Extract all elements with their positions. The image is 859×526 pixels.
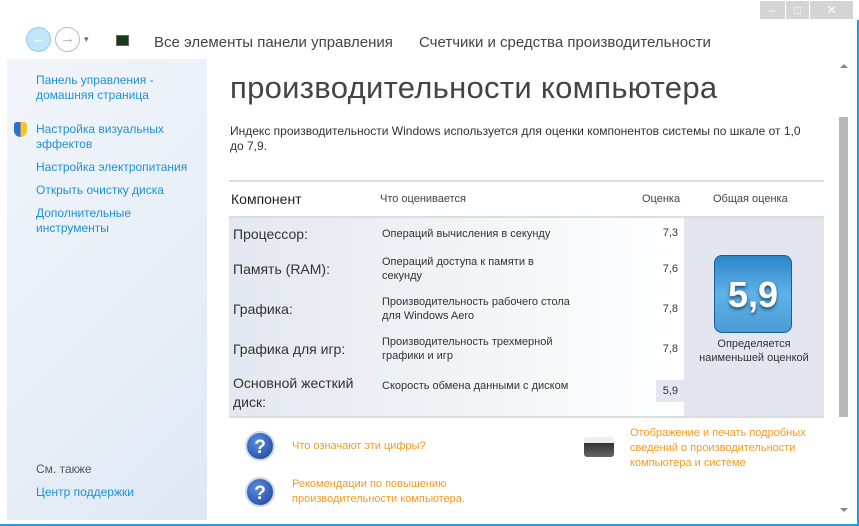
- overall-caption: Определяется наименьшей оценкой: [699, 338, 809, 364]
- sidebar-item-visual-effects[interactable]: Настройка визуальных эффектов: [36, 122, 164, 151]
- page-title: производительности компьютера: [230, 70, 718, 105]
- window-border-bottom: [0, 524, 859, 526]
- scrollbar-thumb[interactable]: [839, 117, 848, 417]
- perf-monitor-icon: [116, 35, 129, 46]
- header-score: Оценка: [642, 193, 681, 205]
- score-gaming: 7,8: [656, 338, 684, 360]
- score-table: Компонент Что оценивается Оценка Общая о…: [229, 180, 824, 418]
- score-graphics: 7,8: [656, 298, 684, 320]
- maximize-button[interactable]: □: [786, 1, 809, 19]
- window-border: [857, 20, 859, 526]
- overall-score-badge: 5,9: [714, 255, 792, 333]
- score-cpu: 7,3: [656, 222, 684, 244]
- sidebar-item-disk-cleanup[interactable]: Открыть очистку диска: [36, 183, 164, 197]
- sidebar-item-power[interactable]: Настройка электропитания: [36, 160, 188, 174]
- what-disk: Скорость обмена данными с диском: [382, 380, 569, 392]
- see-also-label: См. также: [36, 462, 92, 476]
- component-gaming: Графика для игр:: [233, 341, 346, 357]
- what-graphics: Производительность рабочего стола для Wi…: [382, 296, 570, 322]
- sidebar-item-advanced-tools[interactable]: Дополнительные инструменты: [36, 206, 131, 235]
- table-body: Процессор: Операций вычисления в секунду…: [229, 216, 685, 416]
- shield-icon: [14, 122, 27, 137]
- sidebar-item-support[interactable]: Центр поддержки: [36, 485, 134, 499]
- component-ram: Память (RAM):: [233, 261, 330, 277]
- scroll-up-arrow[interactable]: [840, 64, 848, 68]
- component-disk: Основной жесткий диск:: [233, 375, 354, 410]
- scroll-down-arrow[interactable]: [840, 508, 848, 512]
- component-cpu: Процессор:: [233, 226, 308, 242]
- header-what: Что оценивается: [380, 193, 467, 205]
- link-recommendations[interactable]: Рекомендации по повышению производительн…: [292, 478, 465, 505]
- what-gaming: Производительность трехмерной графики и …: [382, 336, 553, 362]
- minimize-button[interactable]: –: [760, 1, 785, 19]
- back-button[interactable]: ←: [26, 27, 51, 52]
- header-component: Компонент: [231, 191, 302, 207]
- component-graphics: Графика:: [233, 301, 293, 317]
- breadcrumb-control-panel[interactable]: Все элементы панели управления: [154, 34, 393, 51]
- sidebar: Панель управления - домашняя страница На…: [7, 59, 207, 520]
- link-what-numbers[interactable]: Что означают эти цифры?: [292, 440, 426, 452]
- forward-button[interactable]: →: [55, 27, 80, 52]
- header-overall: Общая оценка: [713, 193, 788, 205]
- page-description: Индекс производительности Windows исполь…: [230, 124, 801, 153]
- sidebar-item-home[interactable]: Панель управления - домашняя страница: [36, 73, 154, 102]
- breadcrumb-performance[interactable]: Счетчики и средства производительности: [419, 34, 711, 51]
- what-cpu: Операций вычисления в секунду: [382, 228, 551, 240]
- score-disk: 5,9: [656, 380, 684, 402]
- score-ram: 7,6: [656, 258, 684, 280]
- what-ram: Операций доступа к памяти в секунду: [382, 256, 534, 282]
- close-button[interactable]: ✕: [810, 1, 853, 19]
- link-print-details[interactable]: Отображение и печать подробных сведений …: [630, 427, 806, 469]
- printer-icon: [584, 437, 614, 457]
- help-icon: ?: [245, 431, 275, 461]
- help-icon: ?: [245, 477, 275, 507]
- history-dropdown[interactable]: ▾: [84, 34, 89, 44]
